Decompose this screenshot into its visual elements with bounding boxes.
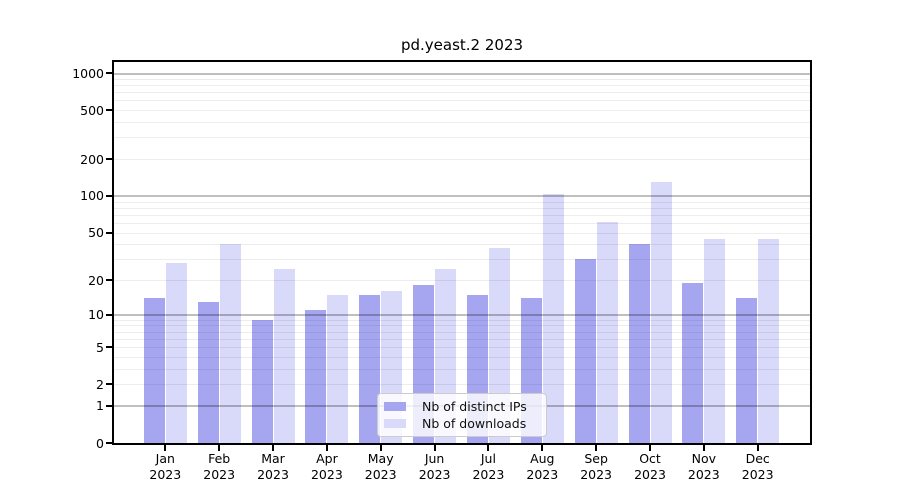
y-tick-mark <box>106 383 112 386</box>
x-tick-mark <box>756 445 759 451</box>
x-tick-mark <box>541 445 544 451</box>
legend-item-downloads: Nb of downloads <box>384 415 538 432</box>
x-tick-mark <box>325 445 328 451</box>
x-tick-mark <box>487 445 490 451</box>
bar-downloads <box>758 239 780 443</box>
y-tick-mark <box>106 313 112 316</box>
legend-swatch-downloads <box>384 419 406 428</box>
x-tick-label: Nov 2023 <box>687 451 720 482</box>
y-tick-label: 10 <box>88 307 104 323</box>
x-tick-mark <box>164 445 167 451</box>
bar-distinct-ips <box>305 309 327 443</box>
y-tick-mark <box>106 158 112 160</box>
x-tick-mark <box>595 445 598 451</box>
bar-downloads <box>165 262 187 443</box>
bar-downloads <box>704 239 726 443</box>
chart-title: pd.yeast.2 2023 <box>400 36 524 54</box>
legend-label-downloads: Nb of downloads <box>422 416 527 431</box>
x-tick-label: Jan 2023 <box>149 451 182 482</box>
bar-distinct-ips <box>736 298 758 443</box>
y-tick-label: 100 <box>80 188 104 204</box>
y-tick-label: 200 <box>80 151 104 167</box>
x-tick-label: Dec 2023 <box>741 451 774 482</box>
bar-distinct-ips <box>574 259 596 443</box>
legend: Nb of distinct IPs Nb of downloads <box>377 393 547 437</box>
x-tick-mark <box>649 445 651 451</box>
x-tick-label: Mar 2023 <box>257 451 289 482</box>
x-tick-mark <box>433 445 436 451</box>
x-tick-label: Jun 2023 <box>418 451 451 482</box>
bar-distinct-ips <box>251 319 273 443</box>
y-tick-label: 1 <box>96 398 104 414</box>
x-tick-mark <box>272 445 274 451</box>
bar-downloads <box>273 268 295 443</box>
y-tick-mark <box>106 279 112 281</box>
x-tick-mark <box>379 445 382 451</box>
y-tick-mark <box>106 72 112 74</box>
y-tick-label: 20 <box>88 272 104 288</box>
y-tick-label: 5 <box>96 339 104 355</box>
y-tick-label: 0 <box>96 435 104 451</box>
bar-downloads <box>542 193 564 443</box>
bar-distinct-ips <box>628 244 650 443</box>
y-tick-mark <box>106 346 112 349</box>
bar-downloads <box>596 222 618 443</box>
x-tick-mark <box>218 445 221 451</box>
y-tick-mark <box>106 194 112 197</box>
x-tick-label: Feb 2023 <box>203 451 236 482</box>
bar-distinct-ips <box>359 294 381 443</box>
legend-swatch-distinct-ips <box>384 402 406 411</box>
bar-downloads <box>650 182 672 443</box>
plot-area: Nb of distinct IPs Nb of downloads <box>112 60 812 445</box>
x-tick-label: Jul 2023 <box>472 451 505 482</box>
y-tick-mark <box>106 109 112 112</box>
x-tick-label: Apr 2023 <box>310 451 343 482</box>
legend-label-distinct-ips: Nb of distinct IPs <box>422 399 527 414</box>
y-tick-label: 1000 <box>72 65 104 81</box>
bar-downloads <box>327 294 349 443</box>
y-tick-label: 2 <box>96 376 104 392</box>
x-tick-mark <box>702 445 705 451</box>
bar-distinct-ips <box>682 282 704 443</box>
bar-distinct-ips <box>197 301 219 443</box>
x-tick-label: Sep 2023 <box>580 451 612 482</box>
bar-downloads <box>219 244 241 443</box>
y-tick-label: 500 <box>80 102 104 118</box>
bars-layer <box>114 62 810 443</box>
y-tick-mark <box>106 442 112 444</box>
x-tick-label: Oct 2023 <box>634 451 666 482</box>
y-tick-label: 50 <box>88 225 104 240</box>
x-tick-label: May 2023 <box>364 451 397 482</box>
y-tick-mark <box>106 404 112 407</box>
y-tick-mark <box>106 231 112 234</box>
bar-distinct-ips <box>143 298 165 443</box>
x-tick-label: Aug 2023 <box>526 451 559 482</box>
legend-item-distinct-ips: Nb of distinct IPs <box>384 398 538 415</box>
